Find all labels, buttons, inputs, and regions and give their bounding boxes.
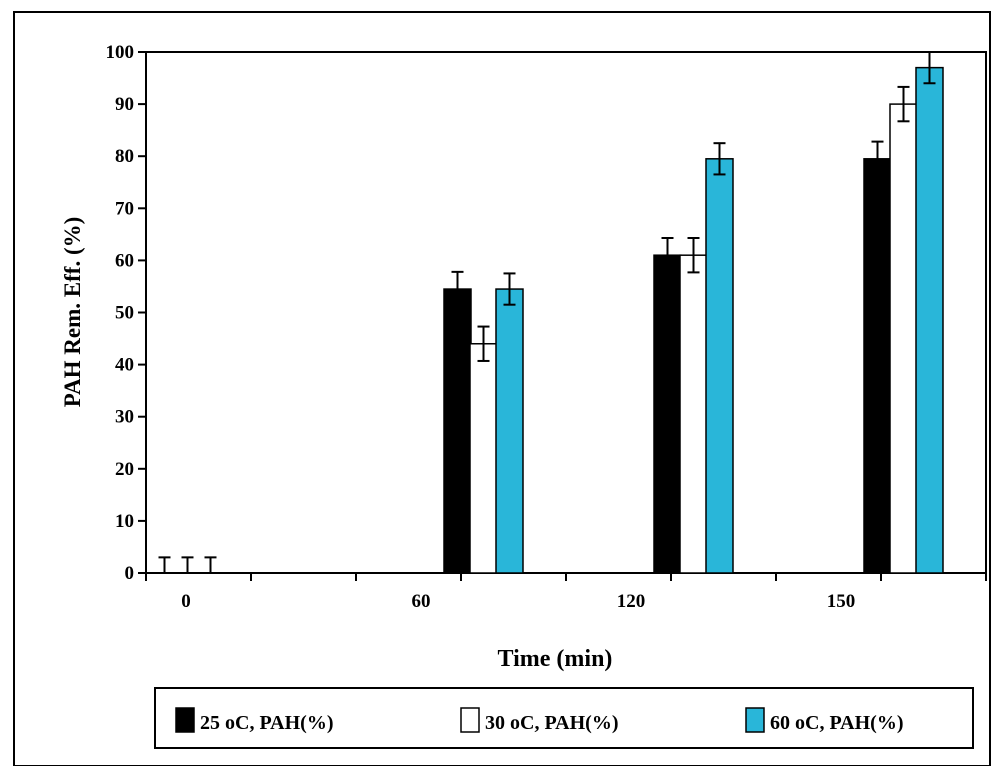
bar-2-150 (889, 103, 918, 574)
y-tick-label: 90 (115, 94, 134, 115)
bar-1-120 (653, 254, 682, 574)
error-bars (158, 51, 936, 573)
bar-3-120 (705, 158, 734, 574)
y-tick-label: 20 (115, 459, 134, 480)
legend-swatch-2 (460, 707, 480, 733)
legend: 25 oC, PAH(%) 30 oC, PAH(%) 60 oC, PAH(%) (175, 707, 904, 734)
x-tick-label: 120 (617, 591, 646, 612)
y-tick-label: 70 (115, 198, 134, 219)
legend-swatch-1 (175, 707, 195, 733)
bar-3-60 (495, 288, 524, 574)
y-axis-label: PAH Rem. Eff. (%) (60, 217, 85, 408)
legend-box (154, 687, 974, 749)
bar-1-60 (443, 288, 472, 574)
y-tick-label: 30 (115, 407, 134, 428)
bar-3-150 (915, 66, 944, 574)
y-axis-ticks: 0 10 20 30 40 50 60 70 80 90 100 (106, 42, 146, 584)
x-tick-label: 0 (181, 591, 191, 612)
x-tick-label: 60 (412, 591, 431, 612)
y-tick-label: 80 (115, 146, 134, 167)
legend-label-1: 25 oC, PAH(%) (200, 712, 334, 734)
y-tick-label: 60 (115, 250, 134, 271)
y-tick-label: 50 (115, 303, 134, 324)
y-tick-label: 10 (115, 511, 134, 532)
bar-2-60 (469, 343, 498, 574)
legend-swatch-3 (745, 707, 765, 733)
y-tick-label: 0 (125, 563, 135, 584)
x-axis-ticks: 0 60 120 150 (145, 573, 987, 612)
bar-1-150 (863, 158, 892, 574)
x-axis-label: Time (min) (498, 646, 613, 672)
y-tick-label: 40 (115, 355, 134, 376)
bar-2-120 (679, 254, 708, 574)
x-tick-label: 150 (827, 591, 856, 612)
y-tick-label: 100 (106, 42, 135, 63)
legend-label-3: 60 oC, PAH(%) (770, 712, 904, 734)
legend-label-2: 30 oC, PAH(%) (485, 712, 619, 734)
